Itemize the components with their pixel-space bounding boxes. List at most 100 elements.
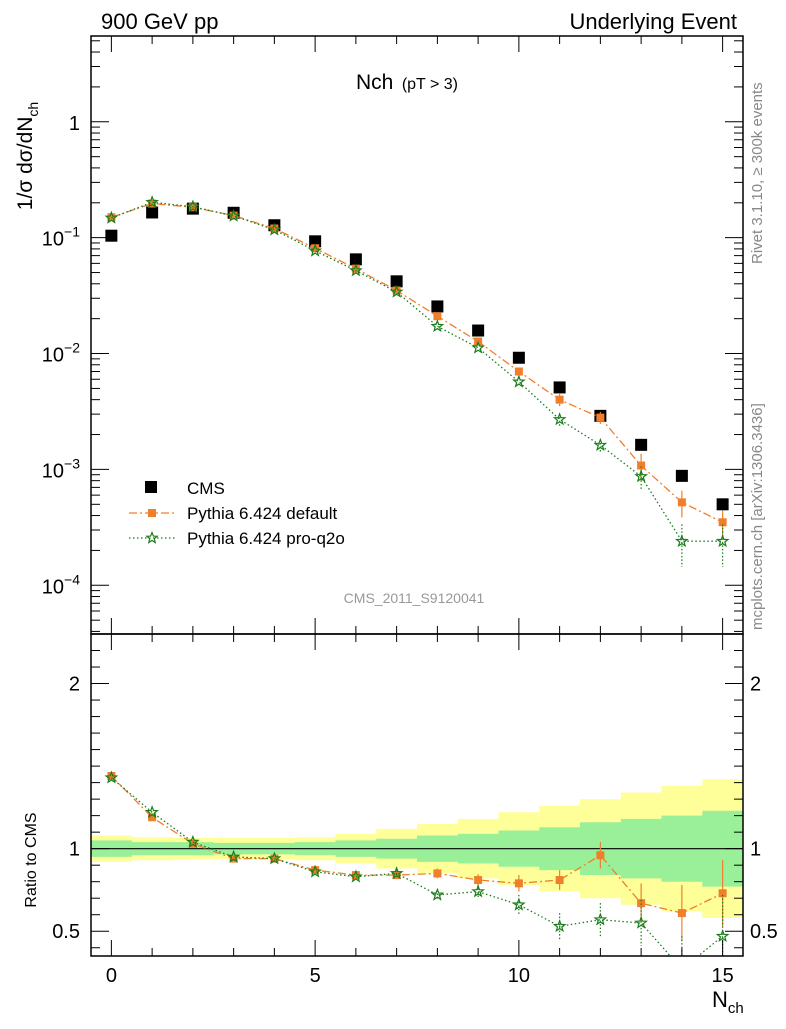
main-point-1-8 (433, 312, 442, 321)
main-point-1-6 (351, 264, 360, 273)
legend-label-cms: CMS (187, 479, 225, 498)
y-tick-label-ratio-left-1: 1 (69, 839, 80, 861)
main-series-2 (104, 195, 730, 567)
mcplots-side-label: mcplots.cern.ch [arXiv:1306.3436] (749, 403, 766, 630)
y-tick-label-ratio-left-0: 0.5 (52, 921, 80, 943)
y-tick-label-main-0: 10−4 (42, 571, 80, 598)
ratio-point-1-9 (471, 884, 486, 898)
analysis-watermark: CMS_2011_S9120041 (344, 590, 485, 606)
main-point-1-11 (555, 395, 564, 404)
main-point-1-1 (148, 199, 157, 208)
ratio-series (104, 770, 730, 956)
y-tick-label-main-exp-0: −4 (64, 571, 80, 587)
main-point-0-0 (105, 229, 118, 242)
main-point-2-14 (674, 533, 689, 548)
ratio-point-1-1 (145, 805, 160, 819)
main-point-2-11 (552, 412, 567, 426)
ratio-line-0 (110, 775, 723, 914)
main-point-2-3 (226, 208, 241, 222)
main-point-0-14 (675, 469, 688, 482)
ratio-point-1-15 (715, 928, 730, 942)
y-tick-label-main-exp-1: −3 (64, 455, 80, 471)
x-axis-label-text: N (712, 987, 728, 1012)
main-point-0-13 (635, 438, 648, 451)
main-point-1-12 (596, 413, 605, 422)
ratio-point-1-6 (348, 869, 363, 883)
ratio-point-1-2 (185, 834, 200, 848)
ratio-point-1-13 (634, 915, 649, 929)
ratio-point-0-6 (351, 871, 360, 880)
main-point-2-9 (471, 340, 486, 354)
x-tick-label-0: 0 (106, 965, 117, 987)
main-point-0-8 (431, 300, 444, 313)
ratio-ylabel: Ratio to CMS (23, 812, 40, 907)
ratio-point-1-4 (267, 851, 282, 865)
x-axis-label-sub: ch (728, 1000, 744, 1017)
y-tick-label-main-base-1: 10 (42, 460, 64, 482)
ratio-point-1-10 (511, 897, 526, 911)
y-tick-label-ratio-right-0: 0.5 (750, 921, 778, 943)
main-point-0-6 (349, 253, 362, 266)
y-tick-label-main-base-4: 1 (69, 113, 80, 135)
header-right: Underlying Event (569, 9, 737, 34)
legend: CMS Pythia 6.424 default Pythia 6.424 pr… (129, 479, 345, 548)
ratio-point-0-8 (433, 869, 442, 878)
legend-marker-cms (145, 481, 157, 493)
main-point-1-13 (637, 461, 646, 470)
y-tick-label-main-3: 10−1 (42, 224, 80, 251)
header-left: 900 GeV pp (101, 9, 218, 34)
y-tick-label-main-4: 1 (69, 113, 80, 135)
main-point-2-6 (348, 263, 363, 277)
main-point-2-4 (267, 222, 282, 236)
ratio-point-0-13 (637, 899, 646, 908)
ratio-point-0-1 (148, 813, 157, 822)
x-tick-label-5: 5 (310, 965, 321, 987)
main-point-1-10 (514, 367, 523, 376)
ratio-point-1-0 (104, 770, 119, 784)
main-point-1-3 (229, 211, 238, 220)
main-ylabel: 1/σ dσ/dNch (14, 102, 41, 210)
y-tick-label-main-1: 10−3 (42, 455, 80, 482)
main-point-2-5 (308, 243, 323, 257)
main-point-0-10 (512, 351, 525, 364)
y-tick-label-main-exp-3: −1 (64, 224, 80, 240)
plot-title: Nch (pT > 3) (356, 71, 458, 94)
y-tick-label-ratio-right-1: 1 (750, 839, 761, 861)
ratio-point-0-11 (555, 876, 564, 885)
main-point-2-7 (389, 284, 404, 298)
main-point-0-1 (146, 206, 159, 219)
main-point-0-9 (472, 324, 485, 337)
main-point-2-8 (430, 319, 445, 333)
y-tick-label-ratio-left-2: 2 (69, 674, 80, 696)
main-line-2 (111, 201, 723, 542)
ratio-series-1 (104, 770, 730, 956)
main-point-2-15 (715, 533, 730, 548)
y-tick-label-main-base-2: 10 (42, 345, 64, 367)
ratio-point-1-8 (430, 887, 445, 901)
plot-title-main: Nch (356, 71, 393, 94)
main-point-2-0 (104, 210, 119, 224)
axis-ticks (91, 36, 743, 956)
ratio-point-0-15 (718, 889, 727, 898)
main-point-2-12 (593, 437, 608, 451)
x-tick-label-15: 15 (712, 965, 734, 987)
main-point-2-1 (145, 195, 160, 209)
main-point-0-11 (553, 381, 566, 394)
y-tick-label-main-2: 10−2 (42, 340, 80, 367)
ratio-point-0-10 (514, 879, 523, 888)
main-point-2-2 (185, 199, 200, 213)
main-point-1-7 (392, 286, 401, 295)
ratio-point-1-11 (552, 919, 567, 933)
main-point-0-15 (716, 498, 729, 511)
ratio-point-1-5 (308, 864, 323, 878)
ratio-point-1-3 (226, 849, 241, 863)
y-tick-label-main-base-3: 10 (42, 229, 64, 251)
main-point-0-7 (390, 275, 403, 288)
y-tick-label-ratio-right-2: 2 (750, 674, 761, 696)
main-ylabel-text: 1/σ dσ/dN (14, 117, 37, 211)
rivet-side-label: Rivet 3.1.10, ≥ 300k events (749, 82, 766, 264)
ratio-point-1-7 (389, 866, 404, 880)
ratio-point-0-12 (596, 851, 605, 860)
